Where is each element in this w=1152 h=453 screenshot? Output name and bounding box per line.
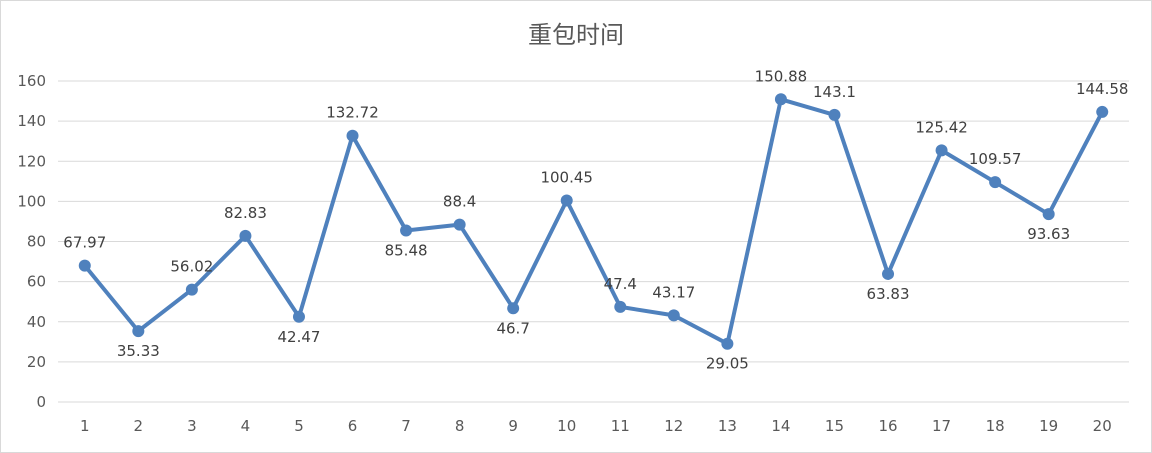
data-label: 125.42 (915, 118, 968, 136)
x-tick-label: 10 (557, 417, 576, 435)
x-tick-label: 12 (664, 417, 683, 435)
data-point (882, 267, 895, 280)
y-tick-label: 40 (27, 313, 46, 331)
data-point (614, 300, 627, 313)
chart-title: 重包时间 (528, 21, 624, 49)
data-label: 43.17 (652, 283, 695, 301)
x-tick-label: 16 (878, 417, 897, 435)
data-label: 29.05 (706, 355, 749, 373)
data-label: 88.4 (443, 193, 476, 211)
y-tick-label: 0 (36, 393, 46, 411)
y-axis: 0 20 40 60 80 100 120 140 160 (17, 72, 46, 411)
y-tick-label: 120 (17, 152, 46, 170)
x-tick-label: 15 (825, 417, 844, 435)
data-label: 47.4 (604, 275, 637, 293)
y-tick-label: 140 (17, 112, 46, 130)
data-label: 63.83 (867, 285, 910, 303)
data-point (239, 229, 252, 242)
x-tick-label: 14 (771, 417, 790, 435)
data-point (935, 144, 948, 157)
data-label: 100.45 (540, 168, 593, 186)
data-point (774, 93, 787, 106)
x-tick-label: 4 (241, 417, 251, 435)
data-label: 67.97 (63, 234, 106, 252)
series (78, 93, 1109, 350)
data-label: 143.1 (813, 83, 856, 101)
x-tick-label: 8 (455, 417, 465, 435)
data-point (78, 259, 91, 272)
data-point (667, 309, 680, 322)
x-tick-label: 2 (134, 417, 144, 435)
data-point (346, 129, 359, 142)
data-label: 35.33 (117, 342, 160, 360)
data-point (292, 310, 305, 323)
x-tick-label: 20 (1093, 417, 1112, 435)
x-tick-label: 9 (508, 417, 518, 435)
data-label: 56.02 (170, 258, 213, 276)
y-tick-label: 60 (27, 273, 46, 291)
y-tick-label: 20 (27, 353, 46, 371)
y-tick-label: 160 (17, 72, 46, 90)
data-point (560, 194, 573, 207)
data-point (507, 302, 520, 315)
data-label: 46.7 (496, 319, 529, 337)
data-label: 82.83 (224, 204, 267, 222)
data-label: 93.63 (1027, 225, 1070, 243)
x-tick-label: 17 (932, 417, 951, 435)
data-point (828, 108, 841, 121)
x-tick-label: 6 (348, 417, 358, 435)
data-point (185, 283, 198, 296)
x-tick-label: 19 (1039, 417, 1058, 435)
y-tick-label: 100 (17, 192, 46, 210)
x-tick-label: 11 (611, 417, 630, 435)
data-label: 150.88 (755, 67, 808, 85)
data-label: 85.48 (385, 242, 428, 260)
y-tick-label: 80 (27, 233, 46, 251)
series-line (83, 97, 1104, 346)
x-tick-label: 13 (718, 417, 737, 435)
gridlines (58, 80, 1129, 403)
data-point (400, 224, 413, 237)
x-tick-label: 3 (187, 417, 197, 435)
data-point (132, 325, 145, 338)
data-label: 132.72 (326, 104, 379, 122)
data-labels: 67.97 35.33 56.02 82.83 42.47 132.72 85.48 88.4… (63, 67, 1128, 372)
x-tick-label: 1 (80, 417, 90, 435)
x-tick-label: 18 (986, 417, 1005, 435)
data-point (721, 337, 734, 350)
data-point (1096, 105, 1109, 118)
x-tick-label: 5 (294, 417, 304, 435)
data-label: 42.47 (277, 328, 320, 346)
data-label: 109.57 (969, 150, 1022, 168)
x-axis: 1 2 3 4 5 6 7 8 9 10 11 12 13 14 15 16 17 18 19 20 (80, 417, 1112, 435)
data-label: 144.58 (1076, 80, 1129, 98)
data-point (1042, 208, 1055, 221)
x-tick-label: 7 (401, 417, 411, 435)
data-point (453, 218, 466, 231)
data-point (989, 176, 1002, 189)
